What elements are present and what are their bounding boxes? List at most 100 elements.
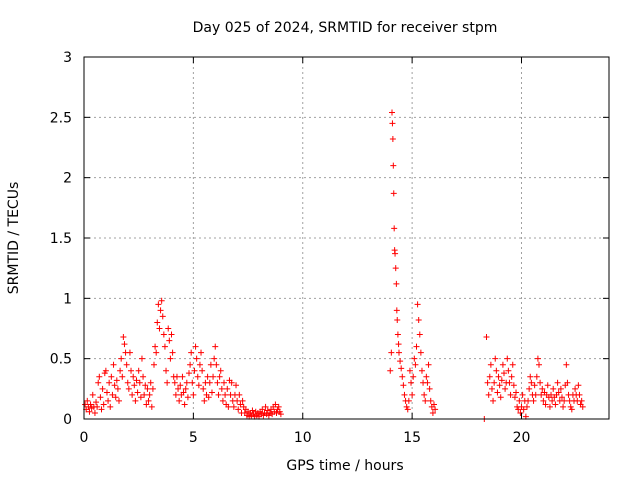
data-point <box>155 301 162 308</box>
data-point <box>421 391 428 398</box>
data-point <box>98 406 105 413</box>
data-point <box>183 379 190 386</box>
data-point <box>167 355 174 362</box>
data-point <box>389 120 396 127</box>
data-point <box>393 280 400 287</box>
data-point <box>532 391 539 398</box>
data-point <box>259 406 266 413</box>
data-point <box>409 391 416 398</box>
data-point <box>495 373 502 380</box>
data-point <box>497 394 504 401</box>
data-point <box>213 361 220 368</box>
data-point <box>275 403 282 410</box>
data-point <box>395 341 402 348</box>
data-point <box>218 385 225 392</box>
data-point <box>511 394 518 401</box>
data-point <box>277 411 284 418</box>
data-point <box>195 382 202 389</box>
data-point <box>207 361 214 368</box>
data-point <box>117 367 124 374</box>
data-point <box>173 373 180 380</box>
data-point <box>235 406 242 413</box>
data-point <box>206 379 213 386</box>
data-point <box>538 391 545 398</box>
data-point <box>399 373 406 380</box>
data-point <box>109 391 116 398</box>
data-point <box>93 399 100 406</box>
data-point <box>400 382 407 389</box>
data-point <box>572 385 579 392</box>
data-point <box>95 379 102 386</box>
data-point <box>526 385 533 392</box>
data-point <box>222 391 229 398</box>
data-point <box>126 349 133 356</box>
data-point <box>578 397 585 404</box>
data-point <box>210 373 217 380</box>
data-point <box>488 385 495 392</box>
data-point <box>165 325 172 332</box>
data-point <box>417 349 424 356</box>
data-point <box>87 401 94 408</box>
data-point <box>201 397 208 404</box>
x-tick-label: 15 <box>403 430 421 446</box>
data-point <box>96 373 103 380</box>
y-tick-labels: 0 0.5 1 1.5 2 2.5 3 <box>50 50 72 428</box>
data-point <box>187 361 194 368</box>
data-point <box>157 307 164 314</box>
data-point <box>91 409 98 416</box>
data-point <box>164 379 171 386</box>
data-point <box>504 355 511 362</box>
data-point <box>225 403 232 410</box>
data-point <box>142 382 149 389</box>
data-point <box>487 361 494 368</box>
data-point <box>234 397 241 404</box>
data-point <box>113 377 120 384</box>
data-point <box>484 379 491 386</box>
data-point <box>200 385 207 392</box>
data-point <box>423 373 430 380</box>
data-point <box>492 355 499 362</box>
data-point <box>82 401 89 408</box>
data-point <box>181 401 188 408</box>
data-point <box>534 355 541 362</box>
data-point <box>523 403 530 410</box>
data-point <box>424 379 431 386</box>
data-point <box>186 370 192 377</box>
y-tick-label: 3 <box>63 50 72 66</box>
data-point <box>103 389 110 396</box>
data-point <box>191 367 198 374</box>
data-point <box>134 389 141 396</box>
data-point <box>138 355 145 362</box>
y-tick-label: 1.5 <box>50 231 72 247</box>
data-point <box>262 403 269 410</box>
data-point <box>160 331 167 338</box>
data-point <box>412 361 419 368</box>
data-point <box>136 379 143 386</box>
data-point <box>429 409 436 416</box>
data-point <box>564 379 571 386</box>
data-point <box>194 373 201 380</box>
data-point <box>192 343 199 350</box>
data-point <box>542 401 549 408</box>
data-point <box>413 343 420 350</box>
data-point <box>576 391 583 398</box>
data-point <box>520 406 527 413</box>
data-point <box>389 109 395 116</box>
data-point <box>177 382 184 389</box>
data-point <box>128 367 135 374</box>
data-point <box>86 408 93 415</box>
data-point <box>396 349 402 356</box>
data-point <box>506 379 513 386</box>
data-point <box>233 382 240 389</box>
data-point <box>204 373 211 380</box>
data-point <box>527 373 534 380</box>
data-point <box>485 391 492 398</box>
data-point <box>137 394 144 401</box>
data-point <box>392 265 399 272</box>
data-point <box>568 406 575 413</box>
data-point <box>172 391 179 398</box>
data-point <box>508 373 515 380</box>
data-point <box>107 403 114 410</box>
data-point <box>100 401 107 408</box>
